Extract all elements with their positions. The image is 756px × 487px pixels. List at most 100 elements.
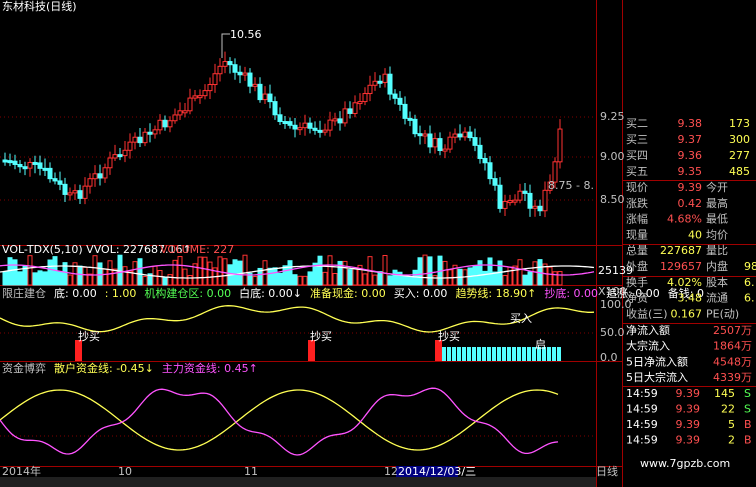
candle-body [192,95,198,99]
signal-bar [477,347,481,361]
candle-body [532,205,538,209]
volume-bar [297,275,303,286]
candle-body [537,205,543,212]
candle-body [207,84,213,92]
candle-body [182,110,188,114]
candle-body [387,73,393,95]
quote-label: 最低 [706,213,728,226]
volume-bar [317,255,323,286]
volume-bar [427,256,433,286]
candle-body [222,61,228,67]
indicator-header: 资金博弈 [2,361,46,375]
quote-label: 涨幅 [626,213,648,226]
candle-body [267,93,273,103]
volume-bar [312,262,318,286]
price-axis-label: 9.25 [600,110,625,123]
volume-bar [282,265,288,286]
volume-bar [417,257,423,286]
candle-body [342,108,348,124]
candle-body [177,110,183,116]
volume-bar [292,274,298,286]
candle-body [547,181,553,191]
candle-body [427,133,433,148]
volume-bar [252,276,258,286]
quote-label: 外盘 [626,259,648,273]
candle-body [82,185,88,199]
volume-bar [202,256,208,286]
volume-bar [137,258,143,286]
volume-bar [42,271,48,286]
volume-bar [487,257,493,286]
candle-body [527,192,533,209]
candle-body [17,164,23,168]
volume-bar [177,256,183,286]
candle-body [202,90,208,97]
tick-side: B [744,418,752,431]
quote-value: 227687 [660,244,702,257]
indicator-header: 散户资金线: -0.45↓ [54,361,154,375]
candle-body [472,137,478,146]
volume-bar [122,266,128,286]
volume-bar [187,274,193,286]
peak-pointer [221,33,230,58]
time-axis-label: 12 [384,465,398,478]
volume-bar [62,262,68,286]
volume-bar [47,259,53,286]
signal-label: 抄买 [310,329,332,343]
candle-body [257,83,263,101]
signal-bar [537,347,541,361]
candle-body [232,64,238,73]
volume-bar [192,263,198,286]
quote-value: 129657 [660,260,702,273]
candle-body [117,154,123,158]
volume-bar [532,261,538,286]
time-axis-label: 2014年 [2,464,41,478]
quote-value: 3.48 [678,292,703,305]
candle-body [92,173,98,180]
volume-bar [517,259,523,286]
volume-bar [547,266,553,286]
indicator-header: 机构建仓区: 0.00 [144,286,231,300]
candle-body [552,161,558,183]
indicator-header: : 1.00 [105,287,137,300]
volume-bar [342,260,348,286]
candle-body [252,83,258,87]
candle-body [367,84,373,95]
signal-bar [467,347,471,361]
volume-bar [357,264,363,286]
peak-label: 10.56 [230,28,262,41]
volume-bar [377,271,383,286]
quote-label: 股本 [706,275,728,289]
grid [0,116,596,437]
volume-bar [382,254,388,286]
volume-bar [362,273,368,286]
volume-bar [327,255,333,286]
volume-bar [172,259,178,286]
flow-value: 1864万 [713,340,752,353]
candle-body [317,129,323,133]
quote-value: 0.167 [671,307,703,320]
volume-bar [27,255,33,286]
volume-bar [322,271,328,286]
candle-body [172,114,178,122]
volume-bar [512,265,518,286]
volume-bar [302,275,308,286]
candle-body [522,190,528,194]
signal-bar [527,347,531,361]
candle-body [392,93,398,99]
candle-body [67,192,73,196]
candle-body [282,121,288,125]
volume-bar [2,271,8,286]
volume-ma [0,265,595,279]
quote-value: 9.39 [678,181,703,194]
volume-bar [107,260,113,286]
signal-bar [462,347,466,361]
signal-bar [557,347,561,361]
candle-body [212,73,218,86]
candle-body [242,72,248,76]
candle-body [102,167,108,179]
volume-bar [57,271,63,286]
volume-bar [162,276,168,286]
candle-body [467,131,473,139]
